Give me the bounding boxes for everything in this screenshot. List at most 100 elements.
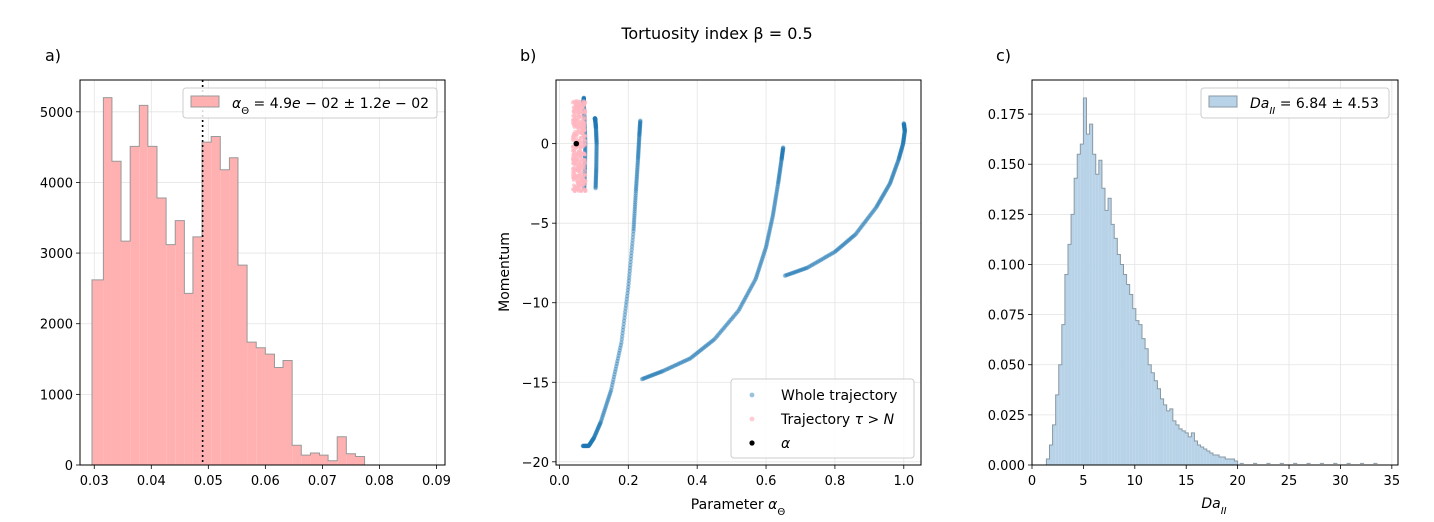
trajectory-point: [814, 260, 819, 265]
trajectory-point: [755, 269, 761, 274]
trajectory-point: [631, 217, 637, 223]
trajectory-point: [626, 284, 631, 290]
trajectory-point: [747, 287, 753, 292]
y-tick-label: 0.150: [988, 158, 1025, 173]
trajectory-point: [672, 363, 678, 368]
trajectory-point: [860, 223, 865, 228]
trajectory-point: [593, 120, 598, 126]
tail-point: [575, 187, 580, 192]
trajectory-point: [902, 128, 907, 133]
histogram-bar: [1172, 420, 1176, 465]
trajectory-point: [767, 228, 772, 234]
histogram-bar: [1216, 454, 1220, 465]
trajectory-point: [698, 347, 704, 353]
trajectory-point: [688, 356, 693, 361]
trajectory-point: [593, 119, 598, 125]
trajectory-point: [901, 135, 907, 141]
trajectory-point: [602, 407, 607, 412]
trajectory-point: [594, 148, 599, 153]
x-tick-label: 25: [1281, 474, 1298, 489]
trajectory-point: [890, 174, 895, 179]
trajectory-point: [863, 218, 869, 223]
trajectory-point: [734, 310, 740, 315]
trajectory-point: [592, 117, 598, 122]
trajectory-point: [592, 116, 598, 121]
trajectory-point: [634, 182, 639, 187]
legend-patch: [1208, 95, 1238, 108]
trajectory-point: [596, 424, 602, 429]
trajectory-point: [893, 166, 898, 172]
trajectory-point: [636, 152, 641, 157]
trajectory-point: [752, 278, 757, 283]
legend-patch: [190, 95, 220, 108]
trajectory-point: [746, 289, 752, 294]
histogram-bar: [1108, 198, 1112, 465]
trajectory-point: [586, 443, 592, 448]
trajectory-point: [635, 159, 641, 164]
ticks: 0 5 10 15 20 25 30 35 0.000 0.025 0.050 0.075 0.100 0…: [988, 108, 1400, 489]
trajectory-point: [636, 145, 641, 150]
trajectory-point: [592, 116, 598, 121]
histogram-bar: [1138, 324, 1143, 465]
trajectory-point: [593, 124, 599, 130]
histogram-bar: [310, 452, 320, 465]
histogram-bar: [111, 161, 122, 465]
histogram-bar: [1089, 124, 1093, 465]
histogram-bar: [1077, 154, 1081, 466]
trajectory-point: [775, 181, 781, 186]
trajectory-point: [872, 206, 878, 211]
tail-point: [573, 159, 578, 164]
trajectory-point: [583, 443, 588, 449]
trajectory-point: [780, 149, 785, 154]
trajectory-point: [683, 358, 688, 363]
trajectory-point: [763, 246, 768, 252]
trajectory-point: [585, 443, 590, 449]
trajectory-point: [593, 168, 599, 174]
trajectory-point: [743, 294, 749, 299]
trajectory-point: [619, 337, 625, 342]
trajectory-point: [739, 303, 744, 308]
trajectory-point: [901, 122, 907, 127]
trajectory-point: [897, 154, 902, 160]
trajectory-point: [593, 184, 598, 190]
histogram-bar: [175, 220, 185, 465]
trajectory-point: [871, 208, 877, 213]
trajectory-point: [897, 153, 902, 159]
trajectory-point: [594, 134, 599, 139]
trajectory-point: [753, 276, 758, 282]
tail-point: [577, 123, 581, 128]
trajectory-point: [868, 212, 873, 217]
trajectory-point: [826, 253, 831, 258]
trajectory-point: [718, 329, 724, 334]
trajectory-point: [612, 369, 618, 374]
trajectory-point: [894, 161, 900, 166]
trajectory-point: [902, 130, 907, 135]
trajectory-point: [768, 221, 774, 227]
trajectory-point: [598, 420, 603, 426]
trajectory-point: [717, 330, 722, 336]
histogram-bar: [1182, 430, 1186, 465]
trajectory-point: [902, 132, 907, 137]
trajectory-point: [838, 244, 843, 250]
trajectory-point: [899, 145, 905, 151]
axes-frame: [555, 79, 922, 466]
histogram-bar: [1200, 446, 1204, 465]
trajectory-point: [901, 121, 907, 126]
trajectory-point: [867, 214, 872, 219]
trajectory-point: [631, 222, 637, 227]
tail-point: [580, 128, 584, 133]
trajectory-point: [789, 271, 794, 276]
trajectory-point: [877, 199, 882, 205]
x-tick-label: 0.2: [618, 474, 639, 489]
trajectory-point: [896, 155, 902, 160]
trajectory-point: [636, 142, 641, 148]
trajectory-point: [634, 176, 639, 182]
axes-frame: [1031, 79, 1399, 466]
trajectory-point: [693, 351, 698, 357]
histogram-bar: [1197, 444, 1201, 465]
trajectory-point: [730, 314, 736, 320]
histogram-bar: [121, 241, 131, 465]
trajectory-point: [855, 229, 861, 234]
trajectory-point: [773, 197, 778, 202]
trajectory-point: [593, 185, 598, 191]
